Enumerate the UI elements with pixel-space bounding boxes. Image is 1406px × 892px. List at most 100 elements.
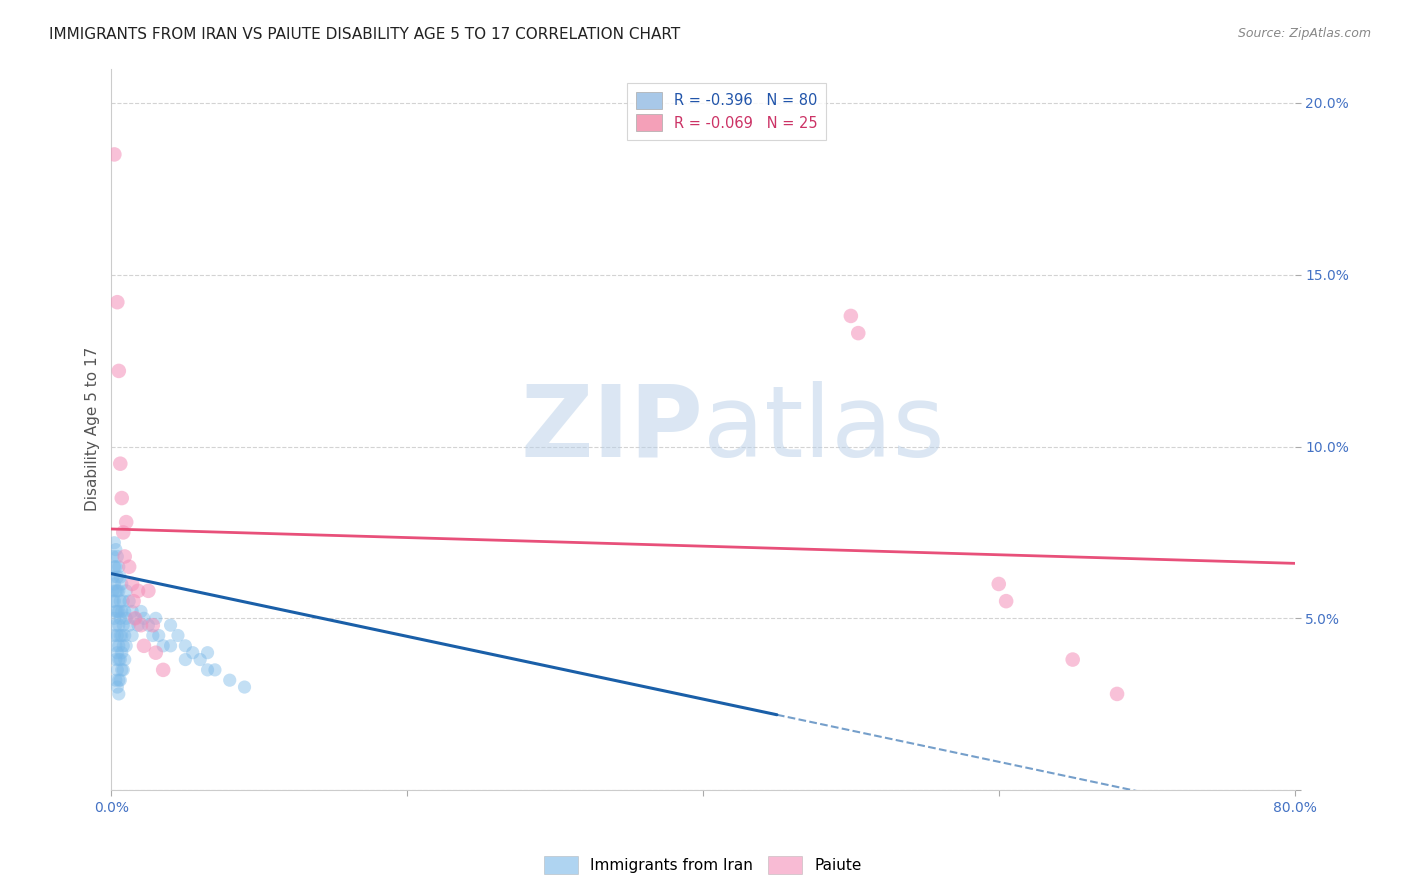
Legend: R = -0.396   N = 80, R = -0.069   N = 25: R = -0.396 N = 80, R = -0.069 N = 25 [627,83,827,140]
Point [112,663,135,677]
Point [105,295,128,310]
Point [107,652,129,666]
Point [204,663,226,677]
Point [105,646,128,660]
Point [105,628,128,642]
Point [218,673,240,688]
Point [107,687,129,701]
Point [138,618,160,632]
Point [114,549,136,564]
Point [174,652,197,666]
Point [846,326,869,340]
Point [104,583,127,598]
Point [197,663,219,677]
Point [101,583,124,598]
Point [110,457,132,471]
Point [142,628,165,642]
Point [111,491,134,505]
Point [115,639,138,653]
Point [105,583,128,598]
Point [104,604,127,618]
Point [127,618,149,632]
Point [1105,687,1128,701]
Point [124,611,146,625]
Point [105,570,128,584]
Point [104,639,127,653]
Point [103,147,125,161]
Point [103,535,125,549]
Point [142,618,165,632]
Point [159,618,181,632]
Point [122,594,145,608]
Point [101,594,124,608]
Point [101,570,124,584]
Point [112,639,135,653]
Point [111,577,134,591]
Point [138,583,160,598]
Point [839,309,862,323]
Point [110,673,132,688]
Point [115,611,138,625]
Point [104,542,127,557]
Legend: Immigrants from Iran, Paiute: Immigrants from Iran, Paiute [538,850,868,880]
Point [107,673,129,688]
Point [104,559,127,574]
Point [110,652,132,666]
Point [129,618,152,632]
Point [103,611,125,625]
Point [105,549,128,564]
Point [107,618,129,632]
Point [167,628,190,642]
Point [987,577,1010,591]
Point [112,525,135,540]
Point [121,604,143,618]
Point [104,652,127,666]
Point [111,628,134,642]
Point [118,618,141,632]
Point [152,663,174,677]
Y-axis label: Disability Age 5 to 17: Disability Age 5 to 17 [86,347,100,511]
Point [995,594,1018,608]
Point [129,604,152,618]
Point [181,646,204,660]
Point [233,680,256,694]
Point [127,583,149,598]
Text: ZIP: ZIP [520,381,703,478]
Point [111,663,134,677]
Text: IMMIGRANTS FROM IRAN VS PAIUTE DISABILITY AGE 5 TO 17 CORRELATION CHART: IMMIGRANTS FROM IRAN VS PAIUTE DISABILIT… [49,27,681,42]
Point [132,639,155,653]
Point [188,652,211,666]
Point [118,594,141,608]
Point [110,628,132,642]
Point [124,611,146,625]
Point [174,639,197,653]
Point [103,559,125,574]
Point [114,604,136,618]
Point [115,583,138,598]
Point [152,639,174,653]
Point [107,639,129,653]
Point [104,673,127,688]
Point [105,604,128,618]
Point [148,628,170,642]
Point [107,364,129,378]
Point [114,628,136,642]
Point [103,577,125,591]
Point [111,604,134,618]
Point [1062,652,1084,666]
Point [101,549,124,564]
Point [103,594,125,608]
Point [121,628,143,642]
Point [121,577,143,591]
Point [159,639,181,653]
Point [112,594,135,608]
Point [145,646,167,660]
Point [105,663,128,677]
Point [107,583,129,598]
Point [107,559,129,574]
Point [145,611,167,625]
Point [107,604,129,618]
Point [103,628,125,642]
Point [197,646,219,660]
Text: Source: ZipAtlas.com: Source: ZipAtlas.com [1237,27,1371,40]
